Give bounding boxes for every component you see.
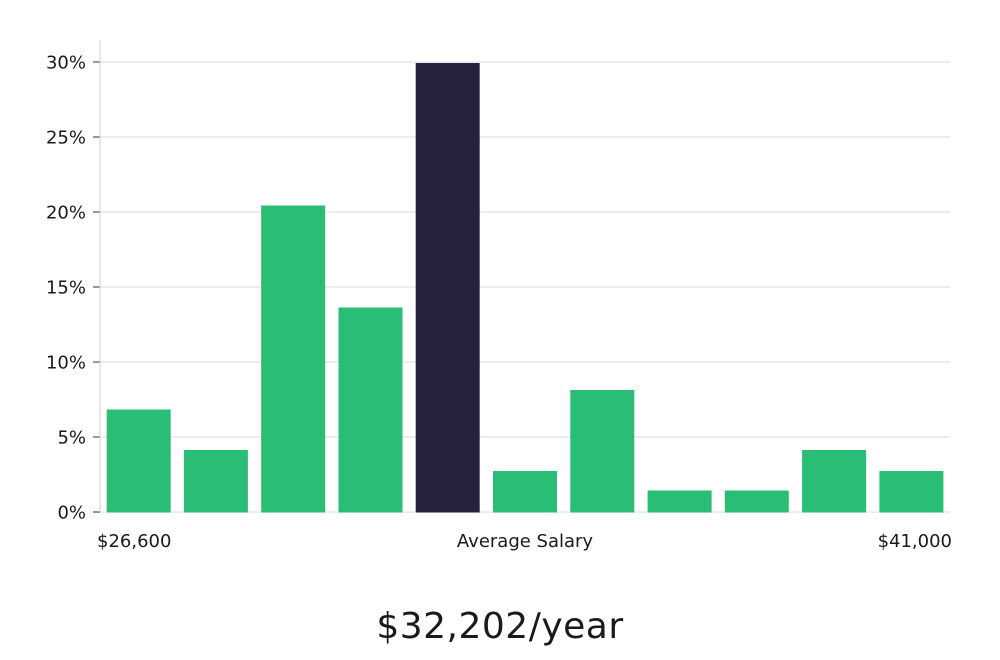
y-tick-label: 5% xyxy=(57,428,86,449)
bar xyxy=(338,307,403,513)
y-tick-label: 30% xyxy=(46,53,86,74)
bar xyxy=(183,450,248,513)
bar xyxy=(802,450,867,513)
bars xyxy=(106,63,944,513)
x-label-average: Average Salary xyxy=(457,531,594,552)
y-tick-label: 20% xyxy=(46,203,86,224)
y-tick-label: 25% xyxy=(46,128,86,149)
grid-lines xyxy=(100,61,950,513)
bar xyxy=(879,471,944,513)
bar-chart-svg: 0% 5% 10% 15% 20% 25% 30% $26,600 Average Sala… xyxy=(46,40,952,552)
bar xyxy=(493,471,557,513)
x-label-max: $41,000 xyxy=(878,531,952,552)
y-tick-label: 0% xyxy=(57,503,86,524)
x-label-min: $26,600 xyxy=(97,531,171,552)
bar xyxy=(724,490,789,513)
bar-average xyxy=(415,63,480,513)
average-salary-value: $32,202/year xyxy=(376,606,624,647)
y-tick-label: 15% xyxy=(46,278,86,299)
bar xyxy=(106,409,171,513)
bar xyxy=(647,490,712,513)
y-tick-label: 10% xyxy=(46,353,86,374)
bar xyxy=(570,390,635,513)
bar xyxy=(261,205,326,513)
y-axis-ticks: 0% 5% 10% 15% 20% 25% 30% xyxy=(46,53,100,524)
